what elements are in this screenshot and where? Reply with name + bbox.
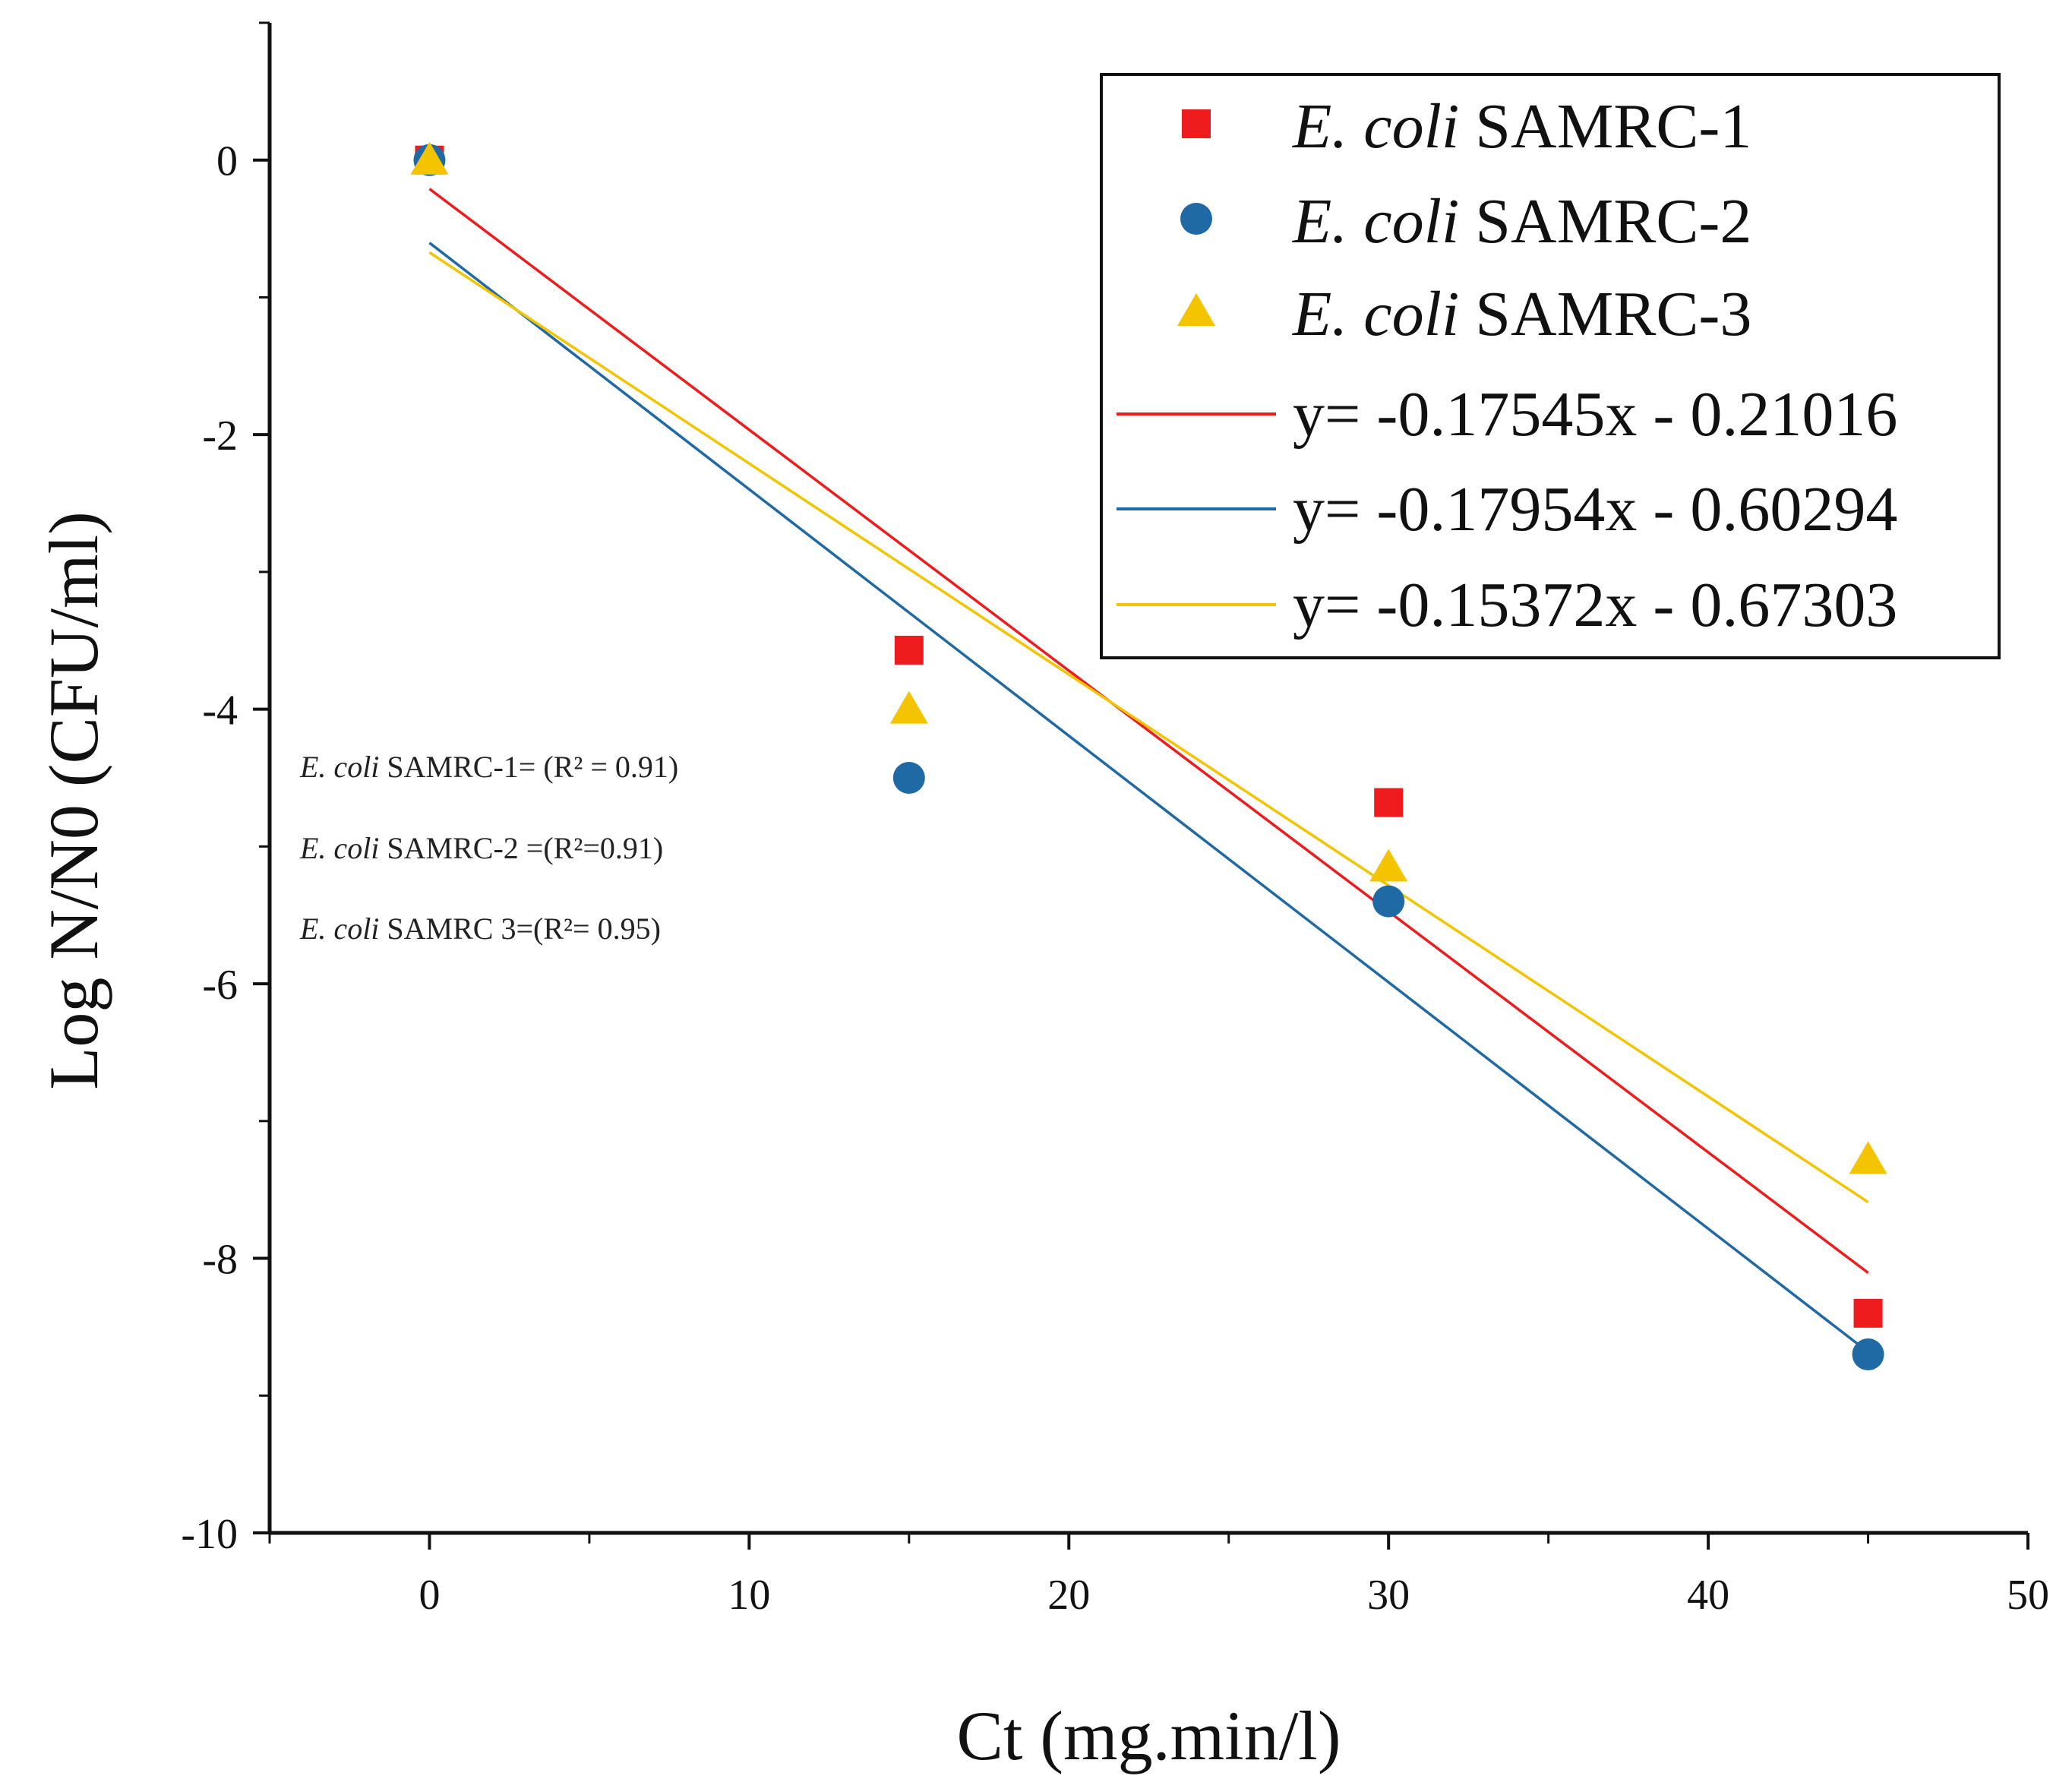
- annotation-value: SAMRC 3=(R²= 0.95): [379, 912, 661, 946]
- legend: E. coli SAMRC-1E. coli SAMRC-2E. coli SA…: [1100, 73, 2001, 659]
- data-point: [892, 762, 925, 794]
- y-tick-label: -6: [202, 962, 238, 1009]
- legend-entry: E. coli SAMRC-3: [1292, 279, 1751, 349]
- legend-equation: y= -0.17954x - 0.60294: [1293, 474, 1897, 545]
- legend-box: [1100, 73, 2001, 659]
- annotation-species: E. coli: [299, 912, 379, 946]
- r-squared-annotation: E. coli SAMRC 3=(R²= 0.95): [299, 912, 661, 946]
- legend-equation: y= -0.17545x - 0.21016: [1293, 379, 1897, 450]
- legend-species: E. coli: [1292, 279, 1459, 349]
- legend-marker: [1180, 203, 1212, 235]
- data-points: [410, 141, 1887, 1371]
- data-point: [889, 690, 928, 724]
- x-tick-label: 30: [1367, 1572, 1410, 1619]
- fit-line: [428, 242, 1869, 1354]
- r-squared-annotations: E. coli SAMRC-1= (R² = 0.91)E. coli SAMR…: [299, 750, 678, 946]
- data-point: [1853, 1298, 1883, 1328]
- data-point: [1374, 788, 1404, 817]
- fit-lines: [428, 188, 1869, 1354]
- y-axis-title: Log N/N0 (CFU/ml): [35, 511, 112, 1090]
- data-point: [1852, 1338, 1884, 1371]
- annotation-species: E. coli: [299, 750, 379, 784]
- legend-strain: SAMRC-1: [1459, 91, 1751, 162]
- fit-line: [428, 188, 1869, 1274]
- data-point: [894, 635, 924, 665]
- y-tick-label: -8: [202, 1237, 238, 1284]
- r-squared-annotation: E. coli SAMRC-1= (R² = 0.91): [299, 750, 678, 784]
- data-point: [410, 141, 449, 175]
- r-squared-annotation: E. coli SAMRC-2 =(R²=0.91): [299, 831, 663, 865]
- legend-strain: SAMRC-3: [1459, 279, 1751, 349]
- y-tick-label: 0: [216, 138, 238, 185]
- annotation-value: SAMRC-1= (R² = 0.91): [379, 750, 678, 784]
- fit-line: [428, 251, 1869, 1203]
- y-tick-label: -2: [202, 412, 238, 460]
- legend-marker: [1182, 109, 1211, 138]
- x-tick-label: 40: [1687, 1572, 1729, 1619]
- legend-equation: y= -0.15372x - 0.67303: [1293, 570, 1897, 640]
- x-tick-label: 20: [1047, 1572, 1090, 1619]
- legend-species: E. coli: [1292, 91, 1459, 162]
- annotation-value: SAMRC-2 =(R²=0.91): [379, 831, 663, 865]
- legend-strain: SAMRC-2: [1459, 186, 1751, 257]
- legend-entry: E. coli SAMRC-1: [1292, 91, 1751, 162]
- legend-marker: [1177, 293, 1215, 326]
- legend-species: E. coli: [1292, 186, 1459, 257]
- data-point: [1372, 885, 1405, 918]
- y-tick-label: -10: [181, 1511, 238, 1558]
- annotation-species: E. coli: [299, 831, 379, 865]
- axes: 0 10 20 30 40 50 0 -2 -4 -6 -8 -10: [181, 21, 2049, 1619]
- y-tick-label: -4: [202, 687, 238, 735]
- legend-entry: E. coli SAMRC-2: [1292, 186, 1751, 257]
- data-point: [1369, 848, 1408, 882]
- x-axis-title: Ct (mg.min/l): [957, 1697, 1341, 1774]
- x-tick-label: 0: [419, 1572, 440, 1619]
- x-tick-label: 10: [728, 1572, 770, 1619]
- x-tick-label: 50: [2007, 1572, 2049, 1619]
- data-point: [1849, 1141, 1887, 1174]
